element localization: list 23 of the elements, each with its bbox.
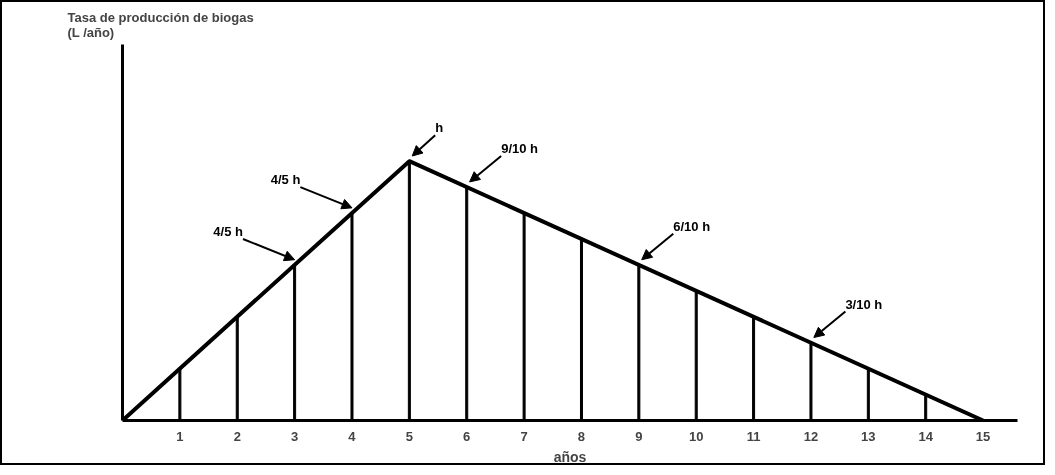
annotation: 4/5 h bbox=[270, 172, 301, 188]
x-tick-label: 6 bbox=[463, 428, 471, 444]
text: Tasa de producción de biogas (L /año) bbox=[67, 9, 254, 40]
annotation: 4/5 h bbox=[213, 223, 244, 239]
x-tick-label: 13 bbox=[861, 428, 876, 444]
x-tick-label: 11 bbox=[746, 428, 761, 444]
x-tick-label: 3 bbox=[291, 428, 299, 444]
annotation: 6/10 h bbox=[673, 218, 711, 234]
annotation: 9/10 h bbox=[501, 141, 539, 156]
x-tick-label: 7 bbox=[520, 428, 528, 444]
x-tick-label: 8 bbox=[577, 428, 586, 444]
x-tick-label: 12 bbox=[803, 428, 819, 444]
x-tick-label: 9 bbox=[635, 428, 643, 444]
x-tick-label: 4 bbox=[348, 428, 357, 444]
x-tick-label: 1 bbox=[176, 428, 184, 444]
annotation: 3/10 h bbox=[845, 296, 883, 312]
x-axis-title: años bbox=[553, 448, 587, 465]
x-tick-label: 15 bbox=[975, 428, 991, 444]
x-tick-label: 2 bbox=[233, 428, 241, 444]
x-tick-label: 5 bbox=[405, 428, 413, 444]
x-tick-label: 10 bbox=[688, 428, 704, 444]
annotation: h bbox=[435, 120, 444, 136]
x-tick-label: 14 bbox=[918, 428, 934, 444]
